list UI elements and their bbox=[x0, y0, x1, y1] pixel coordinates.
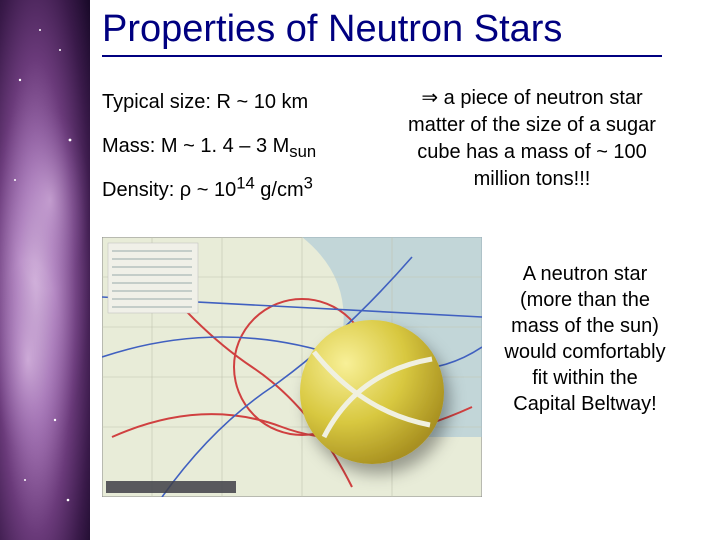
page-title: Properties of Neutron Stars bbox=[102, 8, 662, 57]
map-tennisball-figure bbox=[102, 237, 482, 497]
implication-text: ⇒ a piece of neutron star matter of the … bbox=[392, 85, 672, 217]
facts-block: Typical size: R ~ 10 km Mass: M ~ 1. 4 –… bbox=[102, 85, 362, 217]
beltway-caption: A neutron star (more than the mass of th… bbox=[500, 237, 670, 417]
fact-density: Density: ρ ~ 1014 g/cm3 bbox=[102, 173, 362, 207]
fact-mass: Mass: M ~ 1. 4 – 3 Msun bbox=[102, 129, 362, 163]
fact-size: Typical size: R ~ 10 km bbox=[102, 85, 362, 119]
nebula-sidebar-image bbox=[0, 0, 90, 540]
